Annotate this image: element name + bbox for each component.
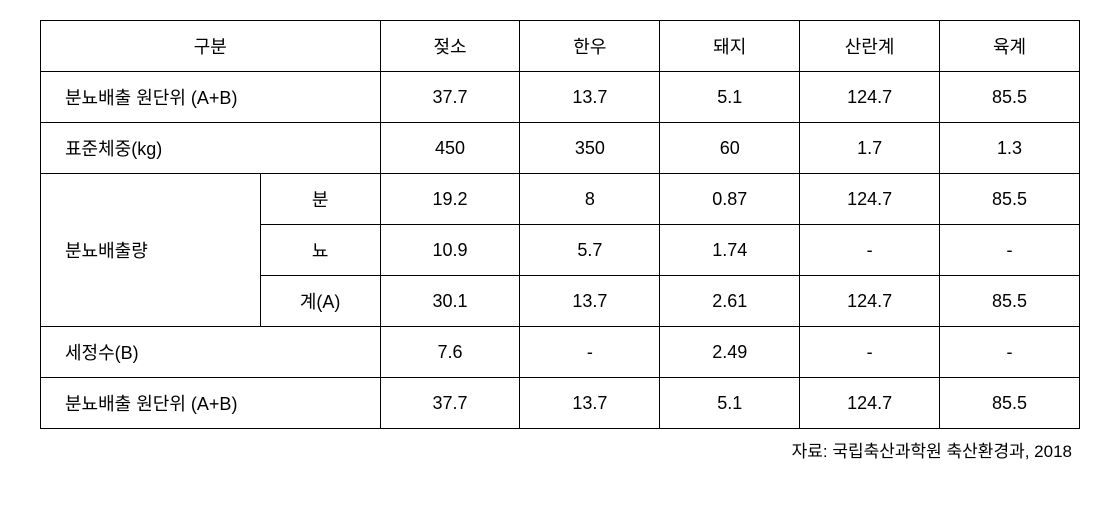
livestock-emission-table: 구분 젖소 한우 돼지 산란계 육계 분뇨배출 원단위 (A+B) 37.7 1… <box>40 20 1080 429</box>
source-citation: 자료: 국립축산과학원 축산환경과, 2018 <box>40 437 1080 462</box>
header-col4: 산란계 <box>800 21 940 72</box>
cell-value: 1.74 <box>660 225 800 276</box>
cell-value: 60 <box>660 123 800 174</box>
cell-value: 1.7 <box>800 123 940 174</box>
cell-value: 13.7 <box>520 72 660 123</box>
cell-value: 5.1 <box>660 72 800 123</box>
cell-value: 37.7 <box>380 378 520 429</box>
cell-value: 10.9 <box>380 225 520 276</box>
row-label-emission-unit-bottom: 분뇨배출 원단위 (A+B) <box>41 378 381 429</box>
cell-value: 13.7 <box>520 378 660 429</box>
cell-value: - <box>800 225 940 276</box>
cell-value: 37.7 <box>380 72 520 123</box>
cell-value: 85.5 <box>940 174 1080 225</box>
cell-value: 85.5 <box>940 276 1080 327</box>
cell-value: 124.7 <box>800 276 940 327</box>
cell-value: - <box>940 327 1080 378</box>
cell-value: 5.7 <box>520 225 660 276</box>
table-row: 분뇨배출 원단위 (A+B) 37.7 13.7 5.1 124.7 85.5 <box>41 72 1080 123</box>
row-label-emission-unit-top: 분뇨배출 원단위 (A+B) <box>41 72 381 123</box>
header-col2: 한우 <box>520 21 660 72</box>
cell-value: - <box>800 327 940 378</box>
row-label-wash-water: 세정수(B) <box>41 327 381 378</box>
row-label-emission-amount: 분뇨배출량 <box>41 174 261 327</box>
table-row: 분뇨배출량 분 19.2 8 0.87 124.7 85.5 <box>41 174 1080 225</box>
table-row: 세정수(B) 7.6 - 2.49 - - <box>41 327 1080 378</box>
table-row: 분뇨배출 원단위 (A+B) 37.7 13.7 5.1 124.7 85.5 <box>41 378 1080 429</box>
header-col3: 돼지 <box>660 21 800 72</box>
sub-label-subtotal: 계(A) <box>260 276 380 327</box>
cell-value: 85.5 <box>940 72 1080 123</box>
cell-value: 0.87 <box>660 174 800 225</box>
cell-value: 124.7 <box>800 72 940 123</box>
cell-value: 2.49 <box>660 327 800 378</box>
sub-label-feces: 분 <box>260 174 380 225</box>
cell-value: 30.1 <box>380 276 520 327</box>
cell-value: 5.1 <box>660 378 800 429</box>
table-row: 표준체중(kg) 450 350 60 1.7 1.3 <box>41 123 1080 174</box>
cell-value: 85.5 <box>940 378 1080 429</box>
cell-value: 124.7 <box>800 174 940 225</box>
cell-value: 350 <box>520 123 660 174</box>
cell-value: - <box>940 225 1080 276</box>
cell-value: 124.7 <box>800 378 940 429</box>
header-category: 구분 <box>41 21 381 72</box>
table-header-row: 구분 젖소 한우 돼지 산란계 육계 <box>41 21 1080 72</box>
cell-value: 7.6 <box>380 327 520 378</box>
sub-label-urine: 뇨 <box>260 225 380 276</box>
cell-value: 19.2 <box>380 174 520 225</box>
cell-value: - <box>520 327 660 378</box>
cell-value: 8 <box>520 174 660 225</box>
header-col5: 육계 <box>940 21 1080 72</box>
cell-value: 1.3 <box>940 123 1080 174</box>
row-label-std-weight: 표준체중(kg) <box>41 123 381 174</box>
header-col1: 젖소 <box>380 21 520 72</box>
cell-value: 2.61 <box>660 276 800 327</box>
cell-value: 13.7 <box>520 276 660 327</box>
cell-value: 450 <box>380 123 520 174</box>
